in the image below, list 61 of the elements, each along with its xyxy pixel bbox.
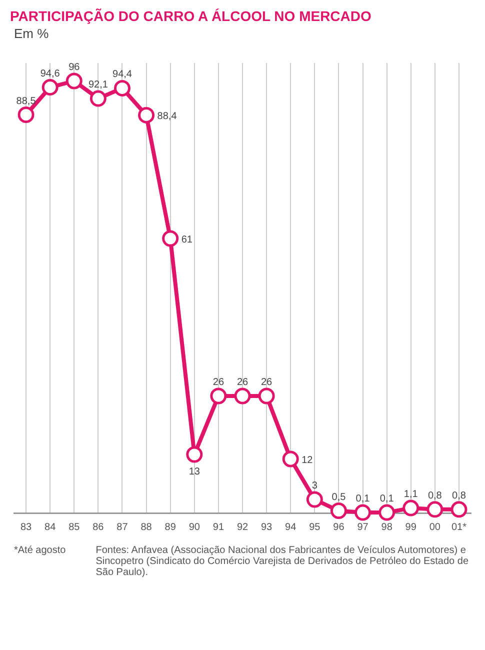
- data-label: 26: [236, 377, 248, 388]
- text: Fontes: Anfavea (Associação Nacional dos Fabricantes de Veículos Automotores) e Sincopetro (Sindicato do Comércio Varejista de Derivados de Petróleo do Estado de São Paulo).: [96, 545, 470, 578]
- data-label: 61: [181, 234, 193, 246]
- x-tick-label: 93: [260, 522, 273, 533]
- data-label: 94,4: [112, 69, 132, 80]
- point: [378, 504, 396, 521]
- text: *Até agosto: [14, 545, 66, 558]
- x-tick-label: 88: [140, 522, 152, 533]
- data-label: 0,8: [428, 490, 442, 502]
- point: [426, 501, 444, 518]
- x-tick-label: 00: [429, 522, 441, 533]
- x-tick-label: 91: [212, 522, 224, 533]
- x-tick-label: 87: [116, 522, 128, 533]
- x-tick-label: 99: [405, 522, 417, 533]
- x-tick-label: 98: [381, 522, 393, 533]
- chart-subtitle: Em %: [14, 26, 50, 41]
- data-label: 94,6: [40, 68, 60, 80]
- point: [450, 501, 468, 518]
- x-tick-label: 92: [236, 522, 248, 533]
- point: [66, 72, 82, 90]
- x-tick-label: 90: [188, 522, 200, 533]
- data-label: 0,1: [380, 494, 394, 505]
- data-label: 96: [68, 62, 80, 73]
- point: [234, 388, 251, 404]
- data-label: 26: [260, 377, 273, 388]
- data-label: 12: [302, 455, 314, 466]
- point: [306, 491, 323, 508]
- data-label: 0,1: [356, 494, 370, 505]
- x-tick-label: 94: [285, 522, 297, 533]
- chart-title: PARTICIPAÇÃO DO CARRO A ÁLCOOL NO MERCADO: [10, 8, 372, 24]
- data-label: 88,4: [157, 111, 178, 122]
- x-tick-label: 83: [20, 522, 32, 533]
- point: [186, 446, 203, 463]
- data-label: 26: [212, 377, 224, 388]
- point: [90, 90, 106, 107]
- data-label: 0,8: [452, 490, 466, 502]
- data-label: 1,1: [404, 489, 418, 500]
- x-tick-label: 97: [357, 522, 369, 533]
- x-tick-label: 84: [44, 522, 56, 533]
- data-label: 92,1: [88, 80, 108, 91]
- point: [114, 80, 130, 96]
- x-tick-label: 89: [164, 522, 176, 533]
- point: [18, 106, 34, 123]
- point: [210, 388, 227, 404]
- x-tick-label: 85: [68, 522, 80, 533]
- data-label: 0,5: [332, 492, 346, 503]
- point: [258, 388, 275, 404]
- data-label: 88,5: [16, 96, 36, 107]
- x-tick-label: 95: [309, 522, 321, 533]
- x-tick-label: 96: [333, 522, 345, 533]
- point: [42, 79, 58, 96]
- point: [282, 450, 299, 468]
- x-tick-label: 01*: [451, 522, 467, 533]
- point: [162, 230, 179, 247]
- data-label: 13: [188, 466, 200, 478]
- x-tick-label: 86: [92, 522, 104, 533]
- data-label: 3: [312, 480, 318, 492]
- point: [330, 502, 347, 519]
- point: [402, 500, 420, 516]
- point: [354, 504, 372, 521]
- point: [138, 106, 155, 124]
